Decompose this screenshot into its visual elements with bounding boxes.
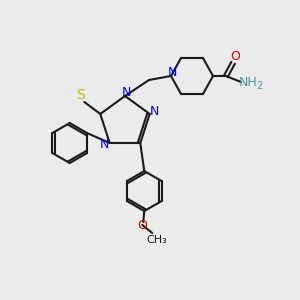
Text: S: S [76, 88, 85, 102]
Text: N: N [167, 65, 177, 79]
Text: O: O [230, 50, 240, 62]
Text: N: N [150, 106, 159, 118]
Text: N: N [100, 137, 110, 151]
Text: O: O [137, 218, 147, 232]
Text: NH: NH [238, 76, 257, 88]
Text: N: N [121, 85, 131, 98]
Text: CH₃: CH₃ [146, 235, 167, 245]
Text: 2: 2 [256, 81, 262, 91]
